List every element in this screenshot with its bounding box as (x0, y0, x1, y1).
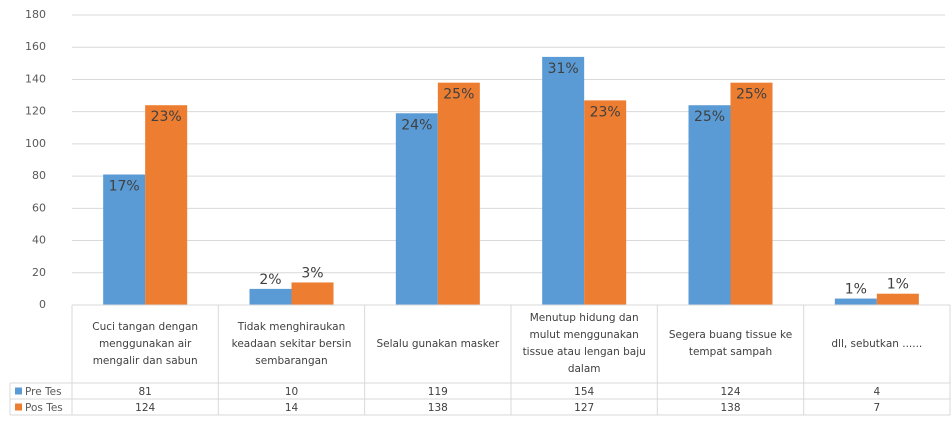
table-value: 14 (285, 402, 299, 414)
data-label: 24% (401, 117, 432, 133)
table-value: 124 (720, 386, 740, 398)
y-tick-label: 20 (32, 266, 46, 279)
table-value: 10 (285, 386, 298, 398)
bar (103, 174, 146, 305)
table-value: 124 (135, 402, 155, 414)
legend-key (15, 403, 22, 411)
data-label: 3% (301, 265, 323, 281)
bar (688, 105, 731, 305)
y-tick-label: 160 (25, 40, 46, 53)
table-value: 138 (720, 402, 740, 414)
category-label: Menutup hidung dan mulut menggunakan tis… (522, 312, 646, 375)
data-label: 1% (887, 277, 909, 293)
legend-label: Pos Tes (25, 402, 63, 414)
data-label: 1% (845, 282, 867, 298)
bar (437, 82, 480, 306)
y-tick-label: 100 (25, 137, 46, 150)
y-tick-label: 40 (32, 234, 46, 247)
category-label: Cuci tangan dengan menggunakan air menga… (92, 320, 199, 367)
bar (730, 82, 773, 306)
y-tick-label: 180 (25, 8, 46, 21)
y-tick-label: 120 (25, 105, 46, 118)
legend-key (15, 387, 22, 395)
data-label: 25% (736, 87, 767, 103)
data-label: 23% (590, 104, 621, 120)
legend-label: Pre Tes (25, 386, 62, 398)
table-value: 119 (428, 386, 448, 398)
bar (584, 100, 627, 305)
bar (876, 293, 919, 305)
data-label: 25% (694, 109, 725, 125)
category-label: Segera buang tissue ke tempat sampah (668, 329, 793, 358)
y-tick-label: 60 (32, 201, 46, 214)
data-label: 17% (109, 179, 140, 195)
category-label: dll, sebutkan ...... (831, 337, 923, 350)
data-label: 23% (151, 109, 182, 125)
data-label: 2% (259, 272, 281, 288)
table-value: 7 (873, 402, 880, 414)
table-value: 138 (428, 402, 448, 414)
bar (542, 56, 585, 306)
bar (145, 105, 188, 305)
table-value: 81 (138, 386, 151, 398)
bar (249, 288, 292, 305)
bar (291, 282, 334, 305)
table-value: 4 (873, 386, 880, 398)
category-label: Tidak menghiraukan keadaan sekitar bersi… (231, 320, 352, 367)
data-label: 31% (548, 61, 579, 77)
y-tick-label: 0 (39, 298, 46, 311)
y-tick-label: 140 (25, 72, 46, 85)
table-value: 127 (574, 402, 594, 414)
table-value: 154 (574, 386, 594, 398)
bar (834, 298, 877, 305)
bar (395, 113, 438, 306)
category-label: Selalu gunakan masker (376, 337, 500, 350)
y-tick-label: 80 (32, 169, 46, 182)
data-label: 25% (443, 87, 474, 103)
